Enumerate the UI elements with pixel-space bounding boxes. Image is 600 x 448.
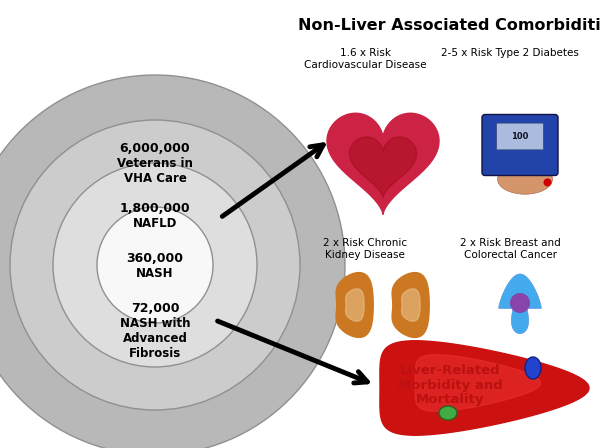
Circle shape bbox=[0, 75, 345, 448]
Circle shape bbox=[510, 293, 530, 313]
Text: 2-5 x Risk Type 2 Diabetes: 2-5 x Risk Type 2 Diabetes bbox=[441, 48, 579, 58]
Circle shape bbox=[10, 120, 300, 410]
Polygon shape bbox=[415, 355, 541, 411]
Text: NAFLD: NAFLD bbox=[133, 217, 177, 230]
Polygon shape bbox=[346, 289, 364, 321]
Text: Non-Liver Associated Comorbidities: Non-Liver Associated Comorbidities bbox=[298, 18, 600, 33]
Text: 1,800,000: 1,800,000 bbox=[119, 202, 190, 215]
Polygon shape bbox=[392, 272, 429, 337]
Polygon shape bbox=[327, 113, 439, 215]
Text: 1.6 x Risk
Cardiovascular Disease: 1.6 x Risk Cardiovascular Disease bbox=[304, 48, 426, 69]
Polygon shape bbox=[499, 275, 541, 308]
Ellipse shape bbox=[525, 357, 541, 379]
Ellipse shape bbox=[497, 164, 553, 194]
Circle shape bbox=[97, 207, 213, 323]
Text: 2 x Risk Chronic
Kidney Disease: 2 x Risk Chronic Kidney Disease bbox=[323, 238, 407, 259]
Text: Liver-Related
Morbidity and
Mortality: Liver-Related Morbidity and Mortality bbox=[398, 363, 502, 406]
Circle shape bbox=[53, 163, 257, 367]
Text: NASH: NASH bbox=[136, 267, 174, 280]
Text: Veterans in
VHA Care: Veterans in VHA Care bbox=[117, 157, 193, 185]
Polygon shape bbox=[512, 308, 528, 333]
Ellipse shape bbox=[439, 406, 457, 420]
FancyBboxPatch shape bbox=[482, 115, 558, 176]
FancyBboxPatch shape bbox=[497, 123, 544, 150]
Text: NASH with
Advanced
Fibrosis: NASH with Advanced Fibrosis bbox=[120, 317, 190, 360]
Polygon shape bbox=[512, 308, 528, 333]
Text: 2 x Risk Breast and
Colorectal Cancer: 2 x Risk Breast and Colorectal Cancer bbox=[460, 238, 560, 259]
Text: 360,000: 360,000 bbox=[127, 252, 184, 265]
Text: 72,000: 72,000 bbox=[131, 302, 179, 315]
Polygon shape bbox=[349, 137, 416, 198]
Polygon shape bbox=[499, 275, 541, 308]
Text: 6,000,000: 6,000,000 bbox=[119, 142, 190, 155]
Text: 100: 100 bbox=[511, 132, 529, 141]
Circle shape bbox=[544, 178, 551, 186]
Polygon shape bbox=[401, 289, 420, 321]
Polygon shape bbox=[380, 341, 589, 435]
Polygon shape bbox=[336, 272, 373, 337]
